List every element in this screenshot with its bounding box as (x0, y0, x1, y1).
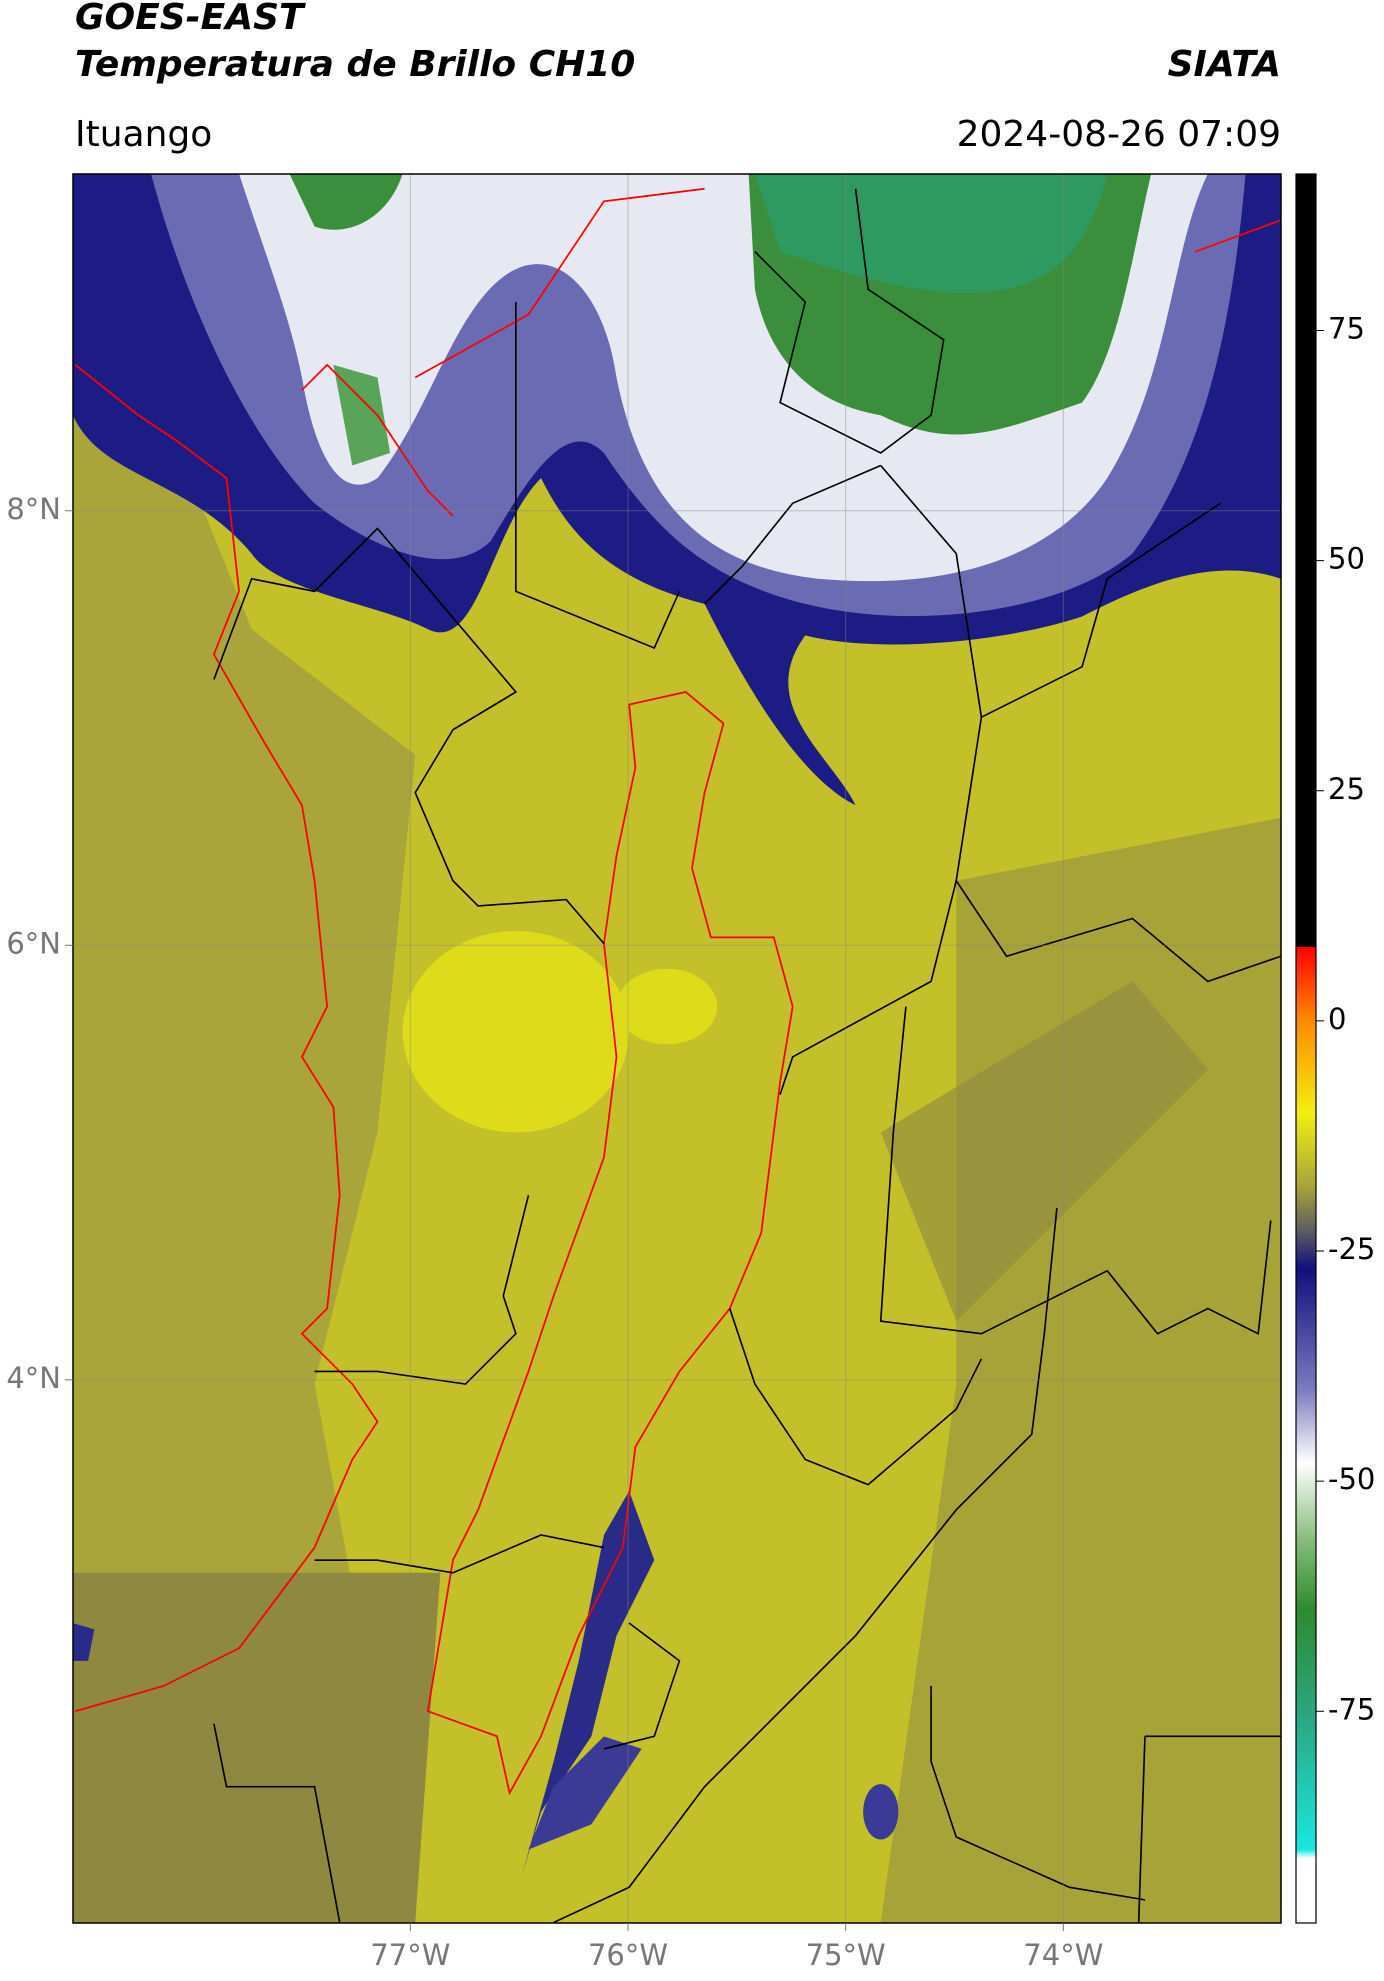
title: GOES-EAST (75, 0, 306, 38)
y-tick-label: 8°N (6, 492, 61, 526)
colorbar (1295, 173, 1317, 1924)
subtitle: Temperatura de Brillo CH10 (75, 44, 635, 85)
satellite-image (72, 173, 1281, 1923)
datetime: 2024-08-26 07:09 (957, 114, 1281, 155)
colorbar-tick-label: 75 (1328, 311, 1365, 345)
colorbar-tick-label: 0 (1328, 1002, 1346, 1036)
colorbar-tick-label: -25 (1328, 1232, 1375, 1266)
x-tick-label: 76°W (588, 1938, 668, 1972)
colorbar-tick-label: 50 (1328, 542, 1365, 576)
location: Ituango (75, 114, 212, 155)
map-frame (72, 173, 1282, 1924)
grid (73, 174, 1281, 1923)
colorbar-tick-label: 25 (1328, 772, 1365, 806)
x-tick-label: 77°W (370, 1938, 450, 1972)
y-tick-label: 4°N (6, 1361, 61, 1395)
colorbar-tick-label: -75 (1328, 1692, 1375, 1726)
y-tick-label: 6°N (6, 926, 61, 960)
colorbar-tick-label: -50 (1328, 1462, 1375, 1496)
x-tick-label: 74°W (1023, 1938, 1103, 1972)
x-tick-label: 75°W (806, 1938, 886, 1972)
source: SIATA (1168, 44, 1281, 85)
